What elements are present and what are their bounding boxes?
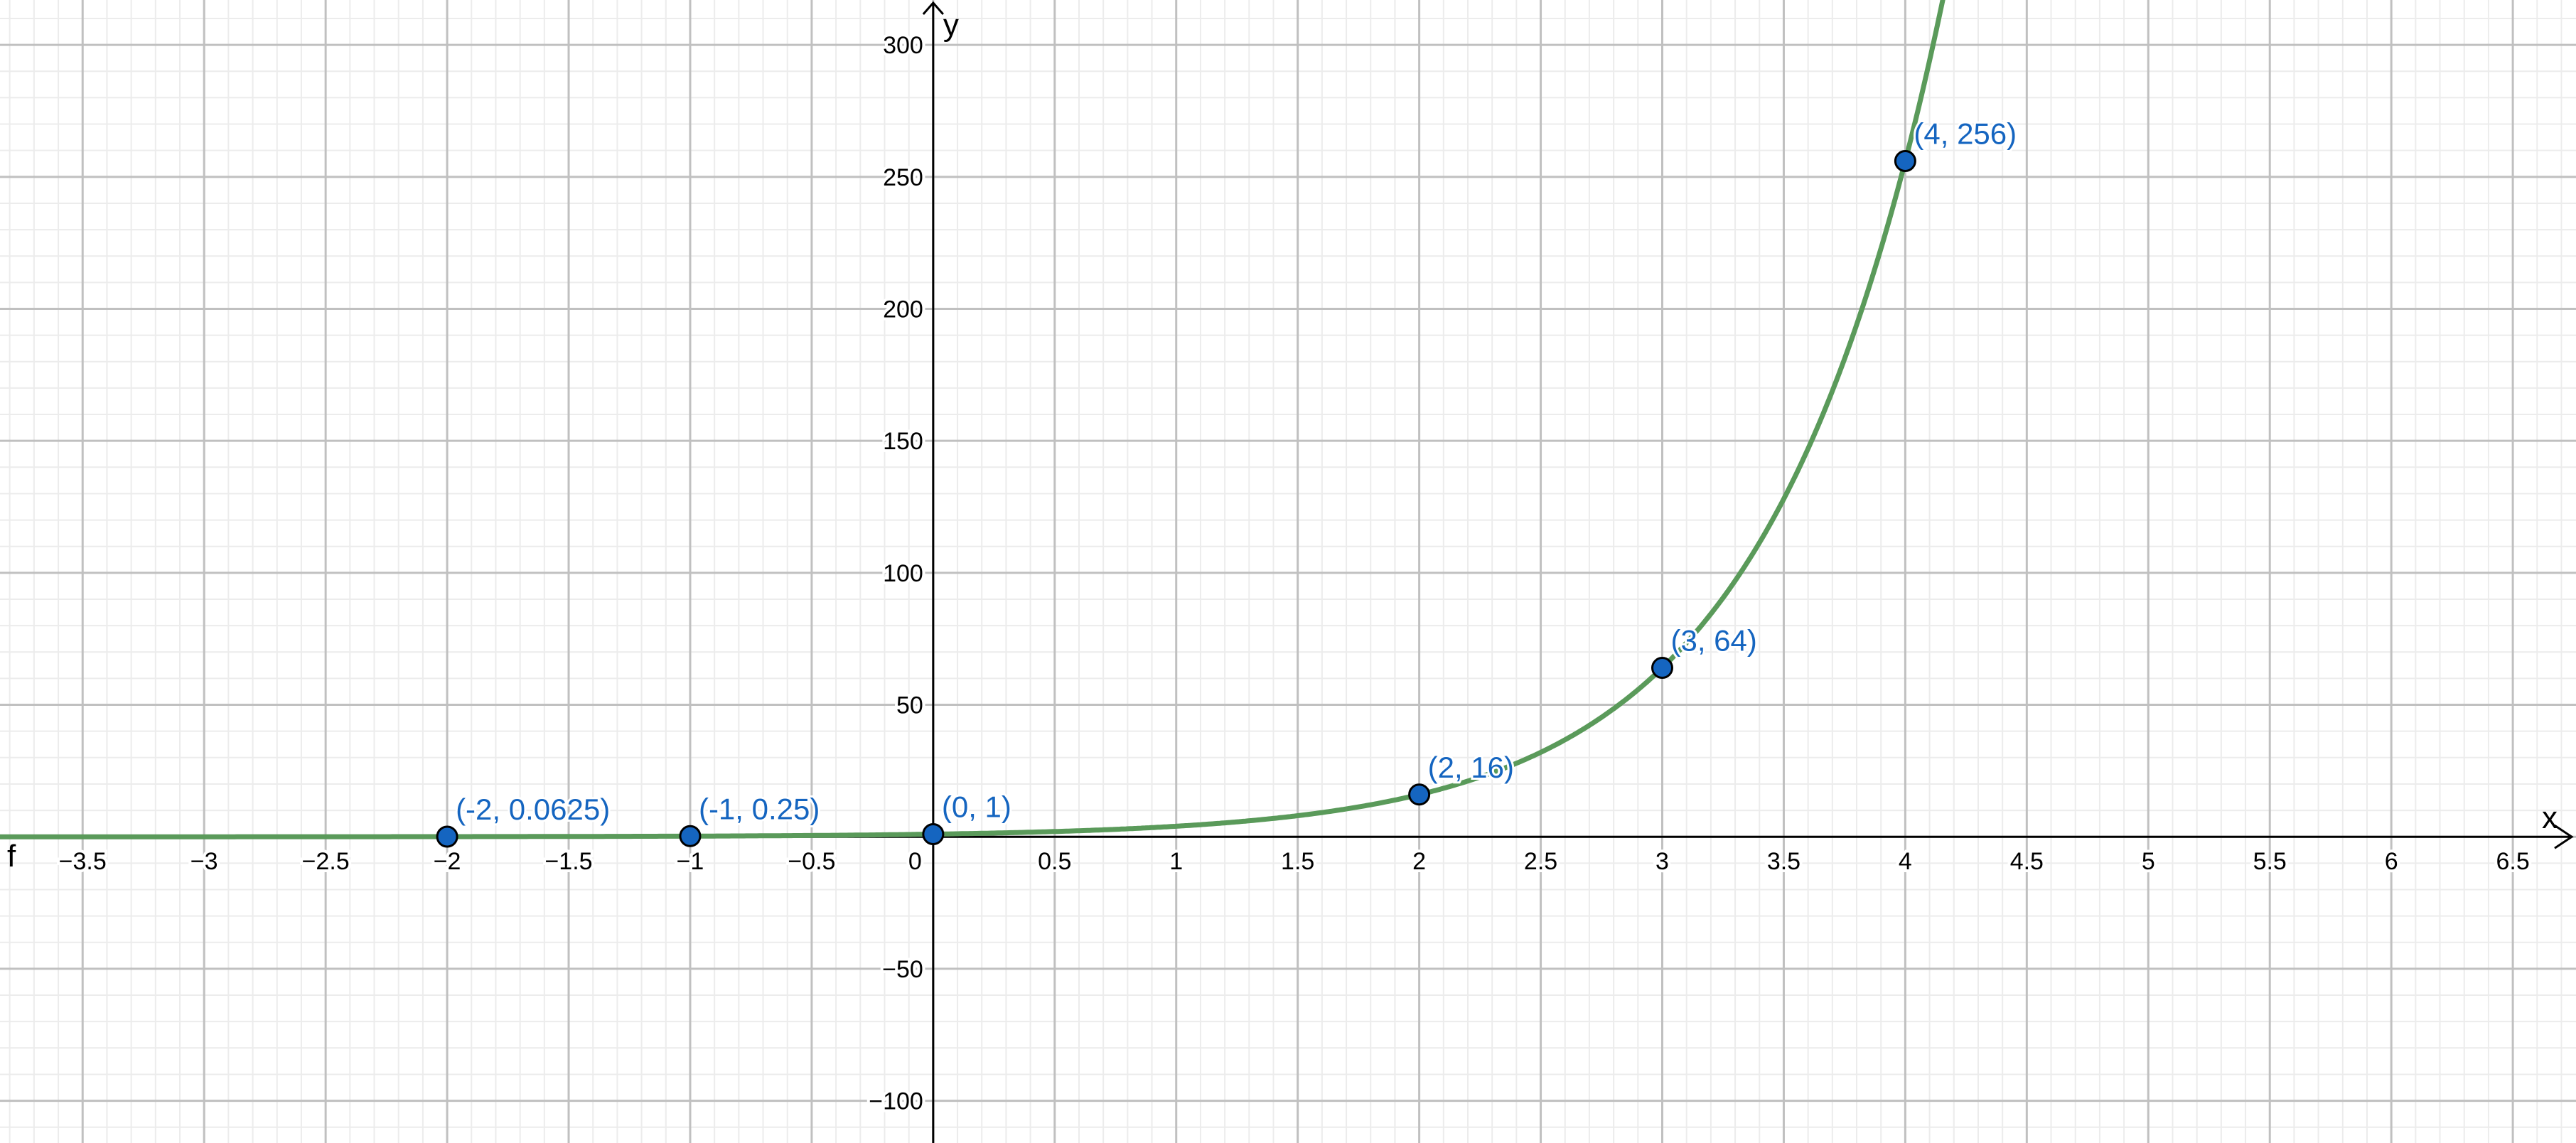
point-label: (-1, 0.25) xyxy=(699,792,820,825)
point-label: (0, 1) xyxy=(942,790,1011,824)
y-tick-label: −50 xyxy=(882,956,923,983)
data-point xyxy=(1408,783,1431,806)
y-tick-label: 50 xyxy=(896,692,923,719)
x-tick-label: 1.5 xyxy=(1281,848,1314,875)
point-label: (-2, 0.0625) xyxy=(456,793,610,826)
x-tick-label: −1 xyxy=(677,848,704,875)
x-tick-label: 3.5 xyxy=(1767,848,1800,875)
function-curve[interactable] xyxy=(0,0,1953,839)
x-tick-label: 5.5 xyxy=(2253,848,2287,875)
function-label: f xyxy=(7,839,16,874)
data-point xyxy=(1651,657,1674,680)
points: (-2, 0.0625) (-1, 0.25) (0, 1) (2, 16) (3, 6… xyxy=(436,115,2019,848)
x-tick-label: −3.5 xyxy=(59,848,107,875)
y-tick-label: 150 xyxy=(883,428,923,455)
data-point xyxy=(1894,150,1916,173)
point-label: (2, 16) xyxy=(1428,751,1514,784)
x-tick-label: −2 xyxy=(434,848,461,875)
x-axis-label: x xyxy=(2542,800,2558,835)
tick-labels: −3.5 −3 −2.5 −2 −1.5 −1 −0.5 0.5 1 1.5 2 2.5 3 3.5 4 4.… xyxy=(56,29,2533,1117)
x-tick-label: 6.5 xyxy=(2496,848,2529,875)
x-tick-label: 3 xyxy=(1655,848,1669,875)
data-point xyxy=(436,825,458,848)
y-axis-label: y xyxy=(943,8,959,43)
y-tick-label: 100 xyxy=(883,560,923,587)
x-tick-label: 0.5 xyxy=(1038,848,1071,875)
x-tick-label: −1.5 xyxy=(544,848,592,875)
x-tick-label: 4.5 xyxy=(2010,848,2044,875)
x-tick-label: −0.5 xyxy=(788,848,835,875)
x-tick-label: 5 xyxy=(2142,848,2155,875)
x-tick-label: −3 xyxy=(190,848,218,875)
y-tick-label: 200 xyxy=(883,296,923,323)
point-label: (3, 64) xyxy=(1671,624,1757,658)
x-tick-label: 2.5 xyxy=(1524,848,1557,875)
y-tick-label: 250 xyxy=(883,164,923,191)
y-axis-arrow-icon xyxy=(922,1,944,15)
x-tick-label: 6 xyxy=(2385,848,2398,875)
data-point xyxy=(922,823,945,846)
data-point xyxy=(679,825,702,847)
x-tick-label: 1 xyxy=(1169,848,1183,875)
x-tick-label: 2 xyxy=(1412,848,1426,875)
x-tick-label: −2.5 xyxy=(302,848,350,875)
x-tick-label: 4 xyxy=(1899,848,1912,875)
x-axis-arrow-icon xyxy=(2554,824,2574,849)
origin-label: 0 xyxy=(908,848,922,875)
point-label: (4, 256) xyxy=(1914,117,2017,151)
y-tick-label: 300 xyxy=(883,32,923,59)
y-tick-label: −100 xyxy=(869,1088,923,1115)
